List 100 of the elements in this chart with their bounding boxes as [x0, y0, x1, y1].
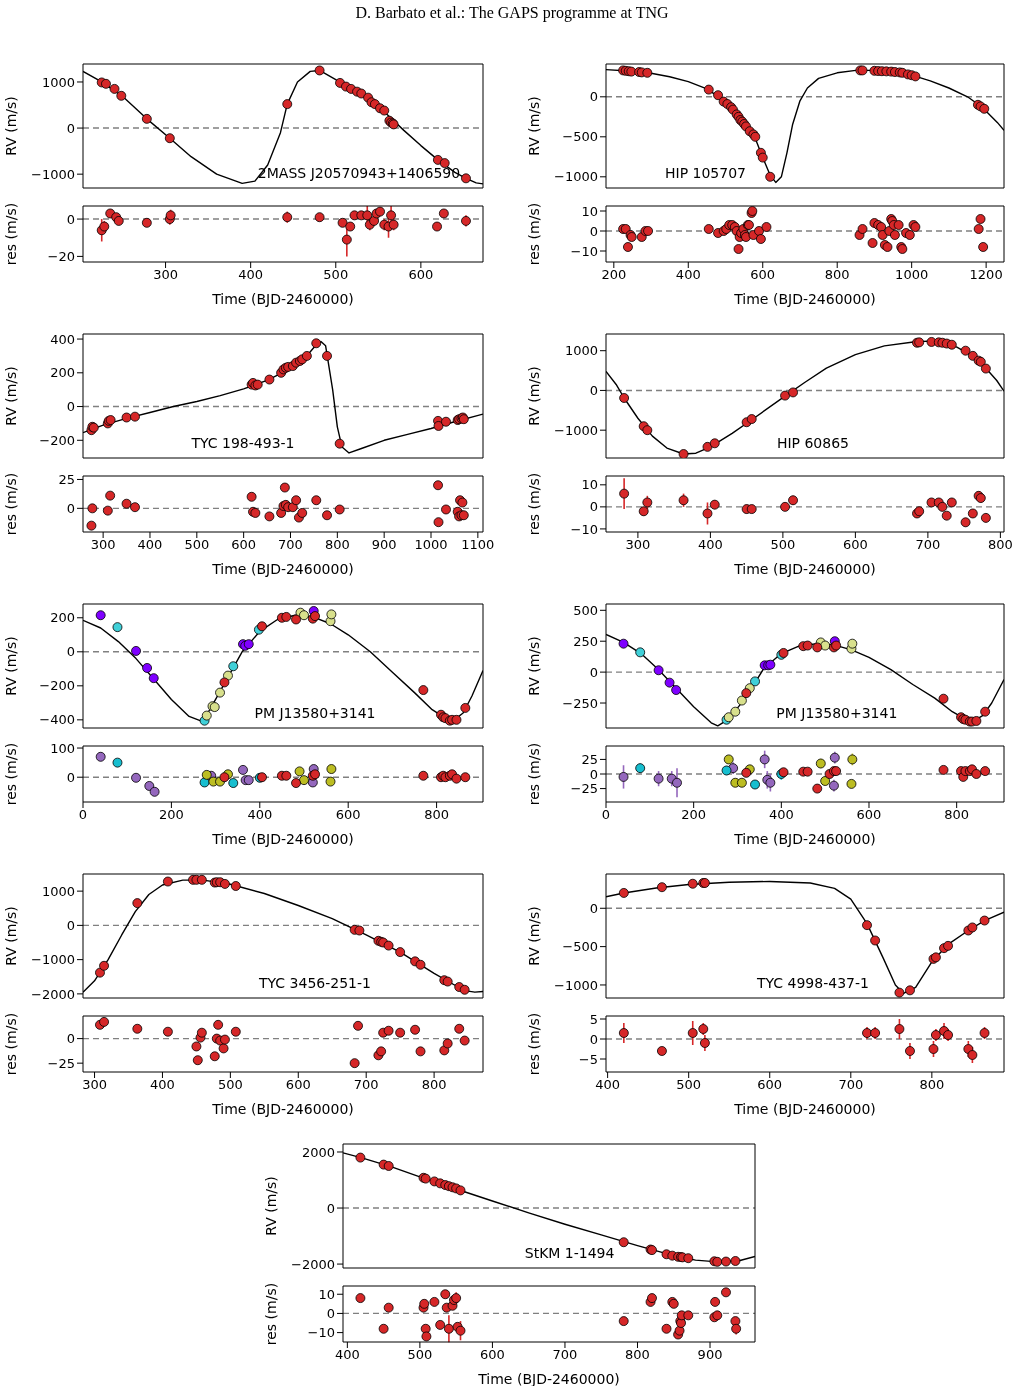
y-tick-label: 0 [589, 900, 598, 916]
y-tick-label: 0 [66, 211, 75, 227]
y-axis-title: RV (m/s) [2, 366, 19, 426]
y-tick-label: 0 [589, 1031, 598, 1047]
annotation: TYC 4998-437-1 [756, 975, 869, 991]
x-tick-label: 800 [944, 807, 970, 823]
y-tick-label: 1000 [564, 343, 598, 359]
y-tick-label: 25 [58, 472, 75, 488]
x-tick-label: 600 [750, 267, 776, 283]
y-axis-title: RV (m/s) [525, 366, 542, 426]
y-tick-label: 500 [573, 602, 598, 618]
y-tick-label: −10 [570, 521, 598, 537]
x-axis-title: Time (BJD-2460000) [733, 561, 876, 577]
x-tick-label: 500 [217, 1077, 243, 1093]
x-tick-label: 0 [601, 807, 611, 823]
y-tick-label: 0 [66, 1031, 75, 1047]
y-tick-label: 0 [589, 766, 598, 782]
x-tick-label: 800 [421, 1077, 447, 1093]
x-axis-title: Time (BJD-2460000) [733, 291, 876, 307]
annotation: StKM 1-1494 [524, 1245, 615, 1261]
y-tick-label: 400 [50, 331, 75, 347]
x-axis-title: Time (BJD-2460000) [733, 1101, 876, 1117]
y-tick-label: −2000 [31, 986, 75, 1002]
annotation: PM J13580+3141 [776, 705, 898, 721]
y-tick-label: −25 [570, 781, 598, 797]
y-tick-label: 0 [589, 89, 598, 105]
x-tick-label: 1200 [969, 267, 1003, 283]
y-tick-label: −500 [562, 129, 598, 145]
y-tick-label: 1000 [41, 74, 75, 90]
y-tick-label: −1000 [554, 977, 598, 993]
x-axis-title: Time (BJD-2460000) [733, 831, 876, 847]
y-tick-label: 5 [589, 1011, 598, 1027]
y-tick-label: 0 [589, 664, 598, 680]
y-tick-label: −200 [39, 678, 75, 694]
y-tick-label: −2000 [291, 1256, 335, 1272]
x-tick-label: 700 [915, 537, 941, 553]
y-tick-label: 10 [581, 477, 598, 493]
y-tick-label: 1000 [41, 883, 75, 899]
x-tick-label: 600 [285, 1077, 311, 1093]
y-axis-title: res (m/s) [525, 1012, 542, 1076]
x-tick-label: 600 [856, 807, 882, 823]
x-tick-label: 600 [842, 537, 868, 553]
y-axis-title: res (m/s) [262, 1282, 279, 1346]
x-tick-label: 400 [675, 267, 701, 283]
x-tick-label: 700 [838, 1077, 864, 1093]
x-tick-label: 1100 [461, 537, 495, 553]
x-tick-label: 200 [158, 807, 184, 823]
x-tick-label: 1000 [895, 267, 929, 283]
x-tick-label: 400 [697, 537, 723, 553]
x-tick-label: 300 [625, 537, 651, 553]
x-tick-label: 1000 [414, 537, 448, 553]
x-tick-label: 400 [150, 1077, 175, 1093]
y-axis-title: RV (m/s) [525, 906, 542, 966]
y-tick-label: −400 [39, 712, 75, 728]
x-tick-label: 800 [424, 807, 450, 823]
x-tick-label: 900 [697, 1347, 723, 1363]
y-axis-title: RV (m/s) [525, 636, 542, 696]
x-tick-label: 400 [238, 267, 264, 283]
x-tick-label: 500 [184, 537, 210, 553]
x-tick-label: 600 [335, 807, 361, 823]
y-tick-label: −250 [562, 695, 598, 711]
x-tick-label: 800 [824, 267, 850, 283]
y-tick-label: 10 [581, 203, 598, 219]
x-tick-label: 500 [676, 1077, 702, 1093]
y-tick-label: −10 [570, 243, 598, 259]
y-tick-label: 200 [50, 610, 75, 626]
y-tick-label: −10 [307, 1325, 335, 1341]
y-axis-title: res (m/s) [525, 742, 542, 806]
y-tick-label: 0 [66, 399, 75, 415]
x-tick-label: 500 [770, 537, 796, 553]
y-tick-label: 0 [326, 1306, 335, 1322]
y-axis-title: res (m/s) [2, 1012, 19, 1076]
y-tick-label: −20 [47, 249, 75, 265]
y-tick-label: −500 [562, 939, 598, 955]
y-axis-title: res (m/s) [2, 472, 19, 536]
x-tick-label: 800 [324, 537, 350, 553]
annotation: TYC 198-493-1 [191, 435, 295, 451]
x-tick-label: 900 [371, 537, 397, 553]
x-tick-label: 0 [78, 807, 88, 823]
y-tick-label: 0 [66, 644, 75, 660]
y-axis-title: RV (m/s) [2, 636, 19, 696]
x-axis-title: Time (BJD-2460000) [477, 1371, 620, 1386]
y-tick-label: 0 [589, 499, 598, 515]
x-tick-label: 500 [407, 1347, 433, 1363]
chart-title: D. Barbato et al.: The GAPS programme at TNG [354, 4, 670, 22]
y-tick-label: −1000 [31, 166, 75, 182]
y-tick-label: 100 [50, 740, 75, 756]
y-axis-title: res (m/s) [525, 472, 542, 536]
y-tick-label: 10 [318, 1286, 335, 1302]
annotation: HIP 105707 [665, 165, 746, 181]
x-tick-label: 200 [681, 807, 707, 823]
x-tick-label: 200 [601, 267, 627, 283]
x-tick-label: 600 [757, 1077, 783, 1093]
x-tick-label: 400 [137, 537, 163, 553]
x-tick-label: 700 [278, 537, 303, 553]
x-tick-label: 800 [625, 1347, 650, 1363]
x-tick-label: 400 [247, 807, 273, 823]
y-axis-title: RV (m/s) [262, 1176, 279, 1236]
y-tick-label: −1000 [554, 422, 598, 438]
x-tick-label: 800 [987, 537, 1013, 553]
